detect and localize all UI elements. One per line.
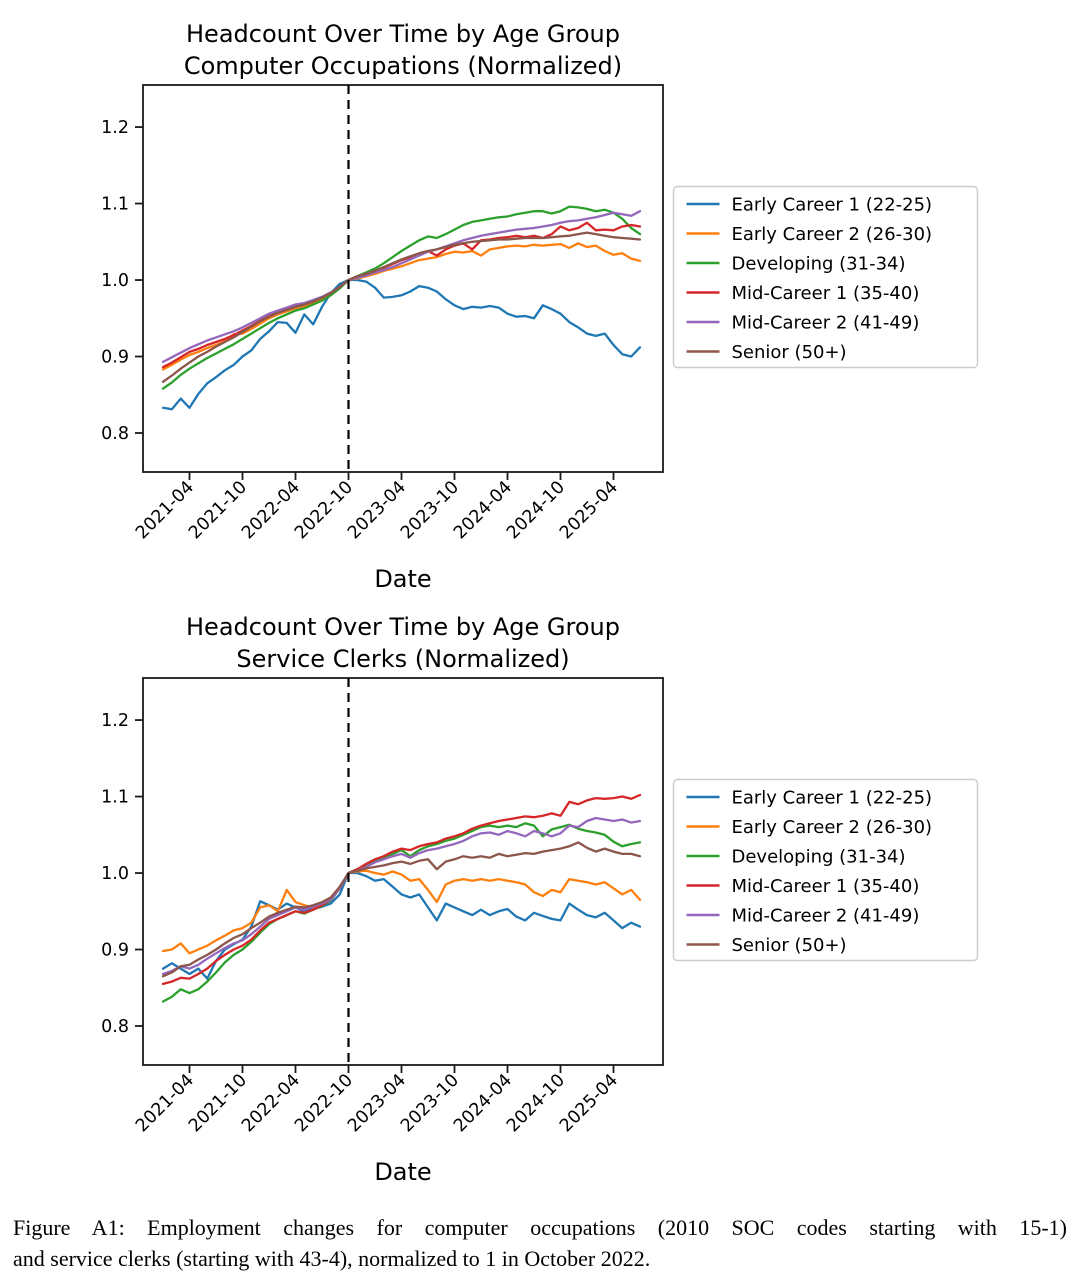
series-line-early-career-1-22-25 bbox=[161, 278, 642, 411]
legend-service-clerks: Early Career 1 (22-25) Early Career 2 (26… bbox=[672, 778, 979, 962]
series-line-developing-31-34 bbox=[161, 205, 642, 390]
plot-area-service-clerks: 0.80.91.01.11.22021-042021-102022-042022… bbox=[101, 677, 664, 1136]
legend-box bbox=[672, 185, 979, 369]
x-tick-label: 2025-04 bbox=[556, 477, 622, 543]
legend-label-early-career-2-26-30: Early Career 2 (26-30) bbox=[732, 224, 933, 245]
series-line-mid-career-1-35-40 bbox=[161, 793, 642, 986]
x-tick-label: 2025-04 bbox=[556, 1070, 622, 1136]
series-line-early-career-2-26-30 bbox=[161, 242, 642, 371]
y-tick-label: 1.2 bbox=[101, 711, 129, 731]
figure-caption-line2: and service clerks (starting with 43-4),… bbox=[13, 1246, 651, 1271]
series-line-senior-50 bbox=[161, 841, 642, 978]
legend-label-senior-50: Senior (50+) bbox=[732, 342, 847, 363]
y-tick-label: 1.0 bbox=[101, 864, 129, 884]
y-tick-label: 0.8 bbox=[101, 1017, 129, 1037]
plot-area-computer-occupations: 0.80.91.01.11.22021-042021-102022-042022… bbox=[101, 84, 664, 543]
figure-caption-line1: Figure A1: Employment changes for comput… bbox=[13, 1215, 1067, 1240]
plot-border bbox=[142, 677, 664, 1066]
chart-service-clerks: Headcount Over Time by Age Group Service… bbox=[101, 613, 979, 1186]
legend-label-mid-career-2-41-49: Mid-Career 2 (41-49) bbox=[732, 313, 920, 334]
x-axis-label: Date bbox=[374, 1158, 431, 1186]
y-tick-label: 1.0 bbox=[101, 271, 129, 291]
legend-label-developing-31-34: Developing (31-34) bbox=[732, 254, 906, 275]
x-axis-label: Date bbox=[374, 565, 431, 593]
legend-label-early-career-2-26-30: Early Career 2 (26-30) bbox=[732, 817, 933, 838]
series-line-early-career-1-22-25 bbox=[161, 871, 642, 980]
series-line-senior-50 bbox=[161, 231, 642, 383]
legend-label-mid-career-2-41-49: Mid-Career 2 (41-49) bbox=[732, 906, 920, 927]
plot-border bbox=[142, 84, 664, 473]
series-line-mid-career-2-41-49 bbox=[161, 816, 642, 976]
legend-computer-occupations: Early Career 1 (22-25) Early Career 2 (26… bbox=[672, 185, 979, 369]
chart-title-line1: Headcount Over Time by Age Group bbox=[186, 20, 620, 48]
series-line-early-career-2-26-30 bbox=[161, 869, 642, 955]
figure-caption: Figure A1: Employment changes for comput… bbox=[13, 1212, 1067, 1274]
chart-title-line2: Service Clerks (Normalized) bbox=[236, 645, 569, 673]
chart-computer-occupations: Headcount Over Time by Age Group Compute… bbox=[101, 20, 979, 593]
chart-title-line2: Computer Occupations (Normalized) bbox=[184, 52, 622, 80]
y-tick-label: 0.9 bbox=[101, 348, 129, 368]
legend-label-mid-career-1-35-40: Mid-Career 1 (35-40) bbox=[732, 283, 920, 304]
legend-label-senior-50: Senior (50+) bbox=[732, 935, 847, 956]
legend-label-mid-career-1-35-40: Mid-Career 1 (35-40) bbox=[732, 876, 920, 897]
legend-label-early-career-1-22-25: Early Career 1 (22-25) bbox=[732, 788, 933, 809]
series-line-mid-career-2-41-49 bbox=[161, 210, 642, 364]
y-tick-label: 0.8 bbox=[101, 424, 129, 444]
figure-a1: Headcount Over Time by Age Group Compute… bbox=[101, 20, 979, 1186]
y-tick-label: 0.9 bbox=[101, 941, 129, 961]
legend-label-developing-31-34: Developing (31-34) bbox=[732, 847, 906, 868]
series-line-developing-31-34 bbox=[161, 822, 642, 1003]
chart-title-line1: Headcount Over Time by Age Group bbox=[186, 613, 620, 641]
legend-label-early-career-1-22-25: Early Career 1 (22-25) bbox=[732, 195, 933, 216]
y-tick-label: 1.1 bbox=[101, 788, 129, 808]
y-tick-label: 1.2 bbox=[101, 118, 129, 138]
y-tick-label: 1.1 bbox=[101, 195, 129, 215]
legend-box bbox=[672, 778, 979, 962]
